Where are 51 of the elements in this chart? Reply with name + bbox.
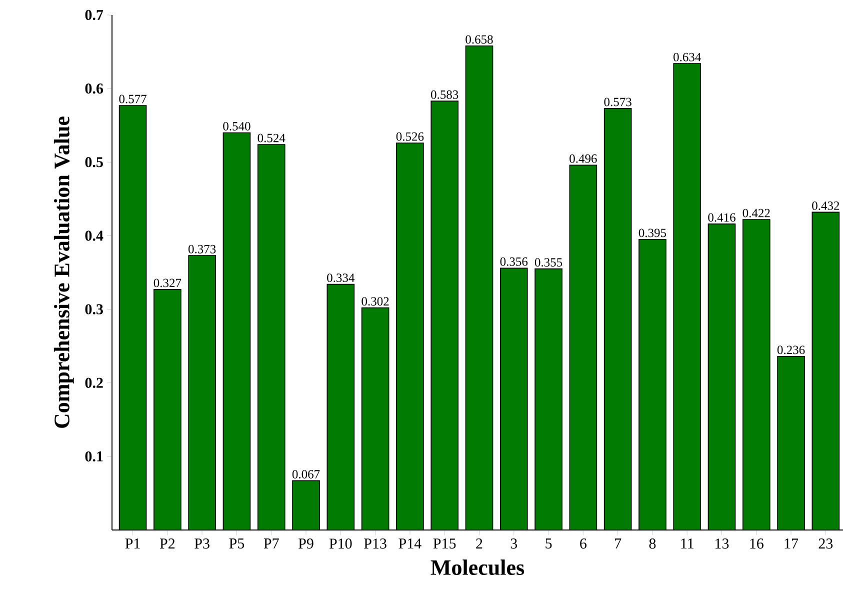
data-label: 0.236 (777, 346, 805, 354)
x-tick-label: 11 (681, 538, 694, 548)
x-tick-label: P3 (194, 538, 210, 549)
data-label: 0.583 (431, 90, 458, 99)
data-label: 0.496 (570, 154, 597, 163)
data-label: 0.302 (362, 297, 389, 306)
data-label: 0.334 (327, 274, 355, 282)
y-axis-title: Comprehensive Evaluation Value (54, 116, 74, 428)
y-tick-label: 0.1 (85, 451, 103, 462)
x-tick-label: 5 (546, 538, 552, 548)
x-tick-label: 16 (750, 538, 764, 549)
y-tick-label: 0.3 (85, 304, 103, 314)
data-label: 0.658 (466, 35, 493, 44)
data-label: 0.526 (396, 132, 424, 141)
x-tick-label: P9 (298, 538, 314, 549)
x-tick-label: P1 (125, 538, 140, 548)
x-tick-label: P7 (264, 538, 279, 548)
data-label: 0.327 (154, 278, 182, 288)
y-tick-label: 0.7 (85, 10, 104, 20)
y-tick-label: 0.5 (85, 157, 103, 168)
data-label: 0.067 (292, 470, 320, 479)
x-tick-label: 17 (784, 538, 798, 548)
data-label: 0.432 (812, 201, 840, 210)
y-tick-label: 0.4 (85, 230, 104, 241)
data-label: 0.634 (674, 52, 701, 62)
x-tick-label: 23 (818, 538, 833, 549)
x-tick-label: 2 (476, 538, 482, 548)
data-label: 0.422 (742, 208, 770, 218)
x-tick-label: P10 (329, 538, 352, 549)
x-tick-label: P5 (229, 538, 244, 548)
x-tick-label: 13 (716, 538, 729, 549)
x-tick-label: 7 (615, 538, 622, 548)
x-tick-label: P2 (160, 538, 175, 548)
data-label: 0.355 (534, 258, 562, 267)
x-axis-title: Molecules (430, 560, 524, 576)
y-tick-label: 0.2 (85, 378, 103, 388)
data-label: 0.540 (223, 122, 250, 131)
y-tick-label: 0.6 (85, 83, 104, 94)
x-tick-label: 6 (580, 538, 586, 549)
data-label: 0.356 (500, 257, 528, 266)
data-label: 0.573 (604, 98, 632, 106)
data-label: 0.524 (258, 134, 286, 142)
x-tick-label: 3 (510, 538, 518, 549)
data-label: 0.373 (188, 244, 216, 254)
x-tick-label: P14 (398, 538, 422, 548)
data-label: 0.416 (708, 213, 736, 222)
x-tick-label: 8 (649, 538, 656, 549)
x-tick-label: P15 (433, 538, 456, 549)
data-label: 0.577 (119, 94, 146, 104)
data-label: 0.395 (638, 228, 666, 238)
x-tick-label: P13 (364, 538, 386, 549)
